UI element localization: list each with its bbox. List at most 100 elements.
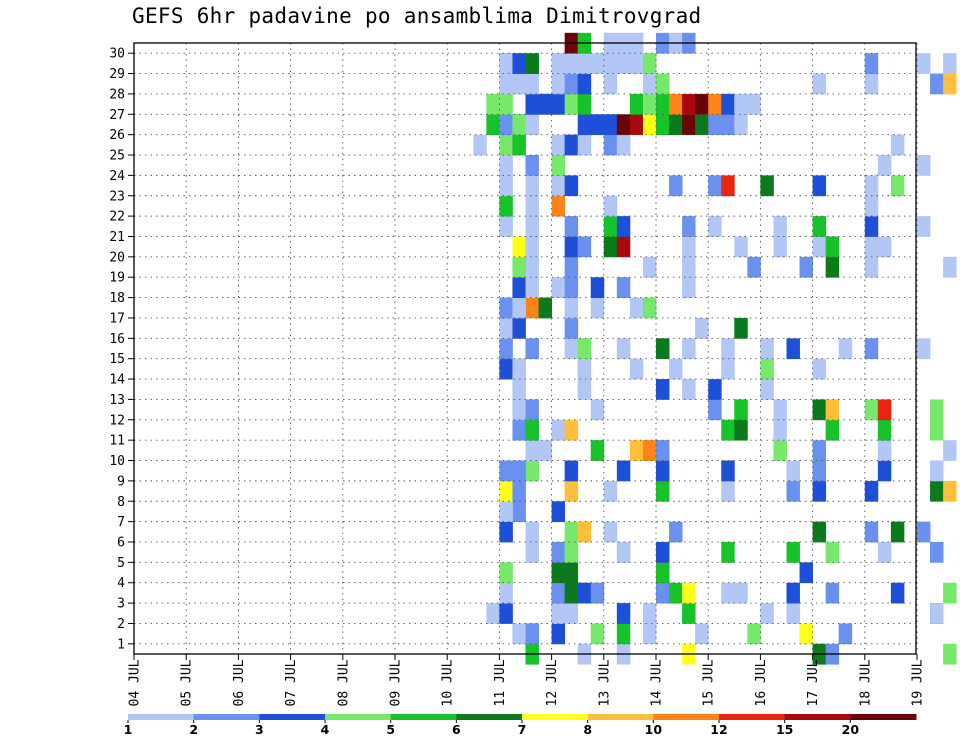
- heatmap-cell: [473, 134, 487, 156]
- heatmap-cell: [642, 114, 657, 136]
- y-tick-label: 15: [109, 352, 125, 367]
- heatmap-cell: [721, 541, 735, 563]
- heatmap-cell: [629, 358, 644, 380]
- heatmap-cell: [747, 93, 761, 115]
- heatmap-cell: [812, 358, 827, 380]
- heatmap-cell: [642, 603, 657, 624]
- heatmap-cell: [551, 93, 566, 115]
- heatmap-cell: [877, 440, 892, 461]
- x-tick-label: 04 JUL: [128, 659, 143, 706]
- heatmap-cell: [499, 155, 513, 176]
- heatmap-cell: [564, 93, 579, 115]
- heatmap-cell: [551, 562, 566, 584]
- heatmap-cell: [682, 236, 696, 258]
- y-tick-label: 9: [117, 474, 125, 489]
- heatmap-cell: [799, 256, 813, 278]
- heatmap-cell: [616, 236, 631, 258]
- heatmap-cell: [551, 582, 566, 604]
- y-tick-label: 30: [109, 47, 125, 62]
- heatmap-cell: [564, 216, 579, 237]
- heatmap-cell: [499, 460, 513, 482]
- x-tick-label: 12 JUL: [545, 659, 560, 706]
- heatmap-cell: [564, 419, 579, 441]
- heatmap-cell: [525, 73, 539, 95]
- heatmap-cell: [499, 338, 513, 360]
- heatmap-cell: [917, 155, 931, 176]
- heatmap-cell: [564, 277, 579, 298]
- heatmap-cell: [551, 134, 566, 156]
- y-tick-label: 1: [117, 637, 125, 652]
- heatmap-cell: [629, 297, 644, 319]
- heatmap-cell: [812, 216, 827, 237]
- x-tick-label: 07 JUL: [284, 659, 299, 706]
- heatmap-cell: [773, 216, 787, 237]
- heatmap-cell: [577, 93, 592, 115]
- heatmap-cell: [642, 53, 657, 74]
- y-tick-label: 10: [109, 454, 125, 469]
- heatmap-cell: [682, 603, 696, 624]
- heatmap-cell: [564, 236, 579, 258]
- heatmap-cell: [499, 134, 513, 156]
- heatmap-cell: [747, 623, 761, 645]
- heatmap-cell: [512, 358, 526, 380]
- x-axis: 04 JUL 05 JUL 06 JUL 07 JUL 08 JUL 09 JUL 10 J…: [128, 654, 926, 706]
- x-tick-label: 09 JUL: [389, 659, 404, 706]
- heatmap-cell: [656, 73, 670, 95]
- heatmap-cell: [499, 93, 513, 115]
- legend-swatch: [259, 714, 326, 720]
- heatmap-cell: [930, 480, 944, 502]
- heatmap-cell: [603, 73, 618, 95]
- legend-label: 4: [321, 722, 330, 737]
- heatmap-cell: [499, 562, 513, 584]
- legend-label: 7: [518, 722, 527, 737]
- y-tick-label: 22: [109, 210, 125, 225]
- heatmap-cell: [708, 379, 722, 400]
- heatmap-cell: [551, 541, 566, 563]
- legend-swatch: [325, 714, 392, 720]
- heatmap-cell: [890, 521, 905, 543]
- heatmap-cell: [734, 419, 748, 441]
- heatmap-cell: [943, 480, 957, 502]
- x-tick-label: 17 JUL: [806, 659, 821, 706]
- heatmap-cell: [629, 53, 644, 74]
- x-tick-label: 16 JUL: [754, 659, 769, 706]
- heatmap-cell: [525, 175, 539, 197]
- heatmap-cell: [642, 297, 657, 319]
- heatmap-cell: [577, 338, 592, 360]
- x-tick-label: 15 JUL: [702, 659, 717, 706]
- heatmap-cell: [864, 256, 879, 278]
- heatmap-cell: [525, 338, 539, 360]
- heatmap-cell: [564, 297, 579, 319]
- heatmap-cell: [682, 379, 696, 400]
- heatmap-cell: [642, 623, 657, 645]
- heatmap-cell: [695, 114, 709, 136]
- heatmap-cell: [864, 53, 879, 74]
- y-tick-label: 2: [117, 617, 125, 632]
- heatmap-cell: [590, 277, 605, 298]
- heatmap-cell: [812, 175, 827, 197]
- heatmap-cell: [512, 277, 526, 298]
- heatmap-cell: [943, 440, 957, 461]
- heatmap-cell: [669, 521, 683, 543]
- heatmap-cell: [499, 501, 513, 523]
- heatmap-cell: [499, 175, 513, 197]
- heatmap-cell: [656, 582, 670, 604]
- legend-swatch: [456, 714, 523, 720]
- heatmap-cell: [682, 582, 696, 604]
- heatmap-cell: [642, 256, 657, 278]
- heatmap-cell: [864, 480, 879, 502]
- heatmap-cell: [721, 338, 735, 360]
- heatmap-cell: [760, 603, 774, 624]
- y-tick-label: 16: [109, 332, 125, 347]
- heatmap-cell: [564, 175, 579, 197]
- heatmap-cell: [525, 277, 539, 298]
- heatmap-cell: [799, 562, 813, 584]
- heatmap-cell: [486, 93, 500, 115]
- heatmap-cell: [917, 521, 931, 543]
- heatmap-cell: [525, 53, 539, 74]
- heatmap-cell: [564, 134, 579, 156]
- heatmap-cell: [943, 582, 957, 604]
- heatmap-cell: [590, 53, 605, 74]
- legend-label: 3: [255, 722, 264, 737]
- heatmap-cell: [825, 256, 840, 278]
